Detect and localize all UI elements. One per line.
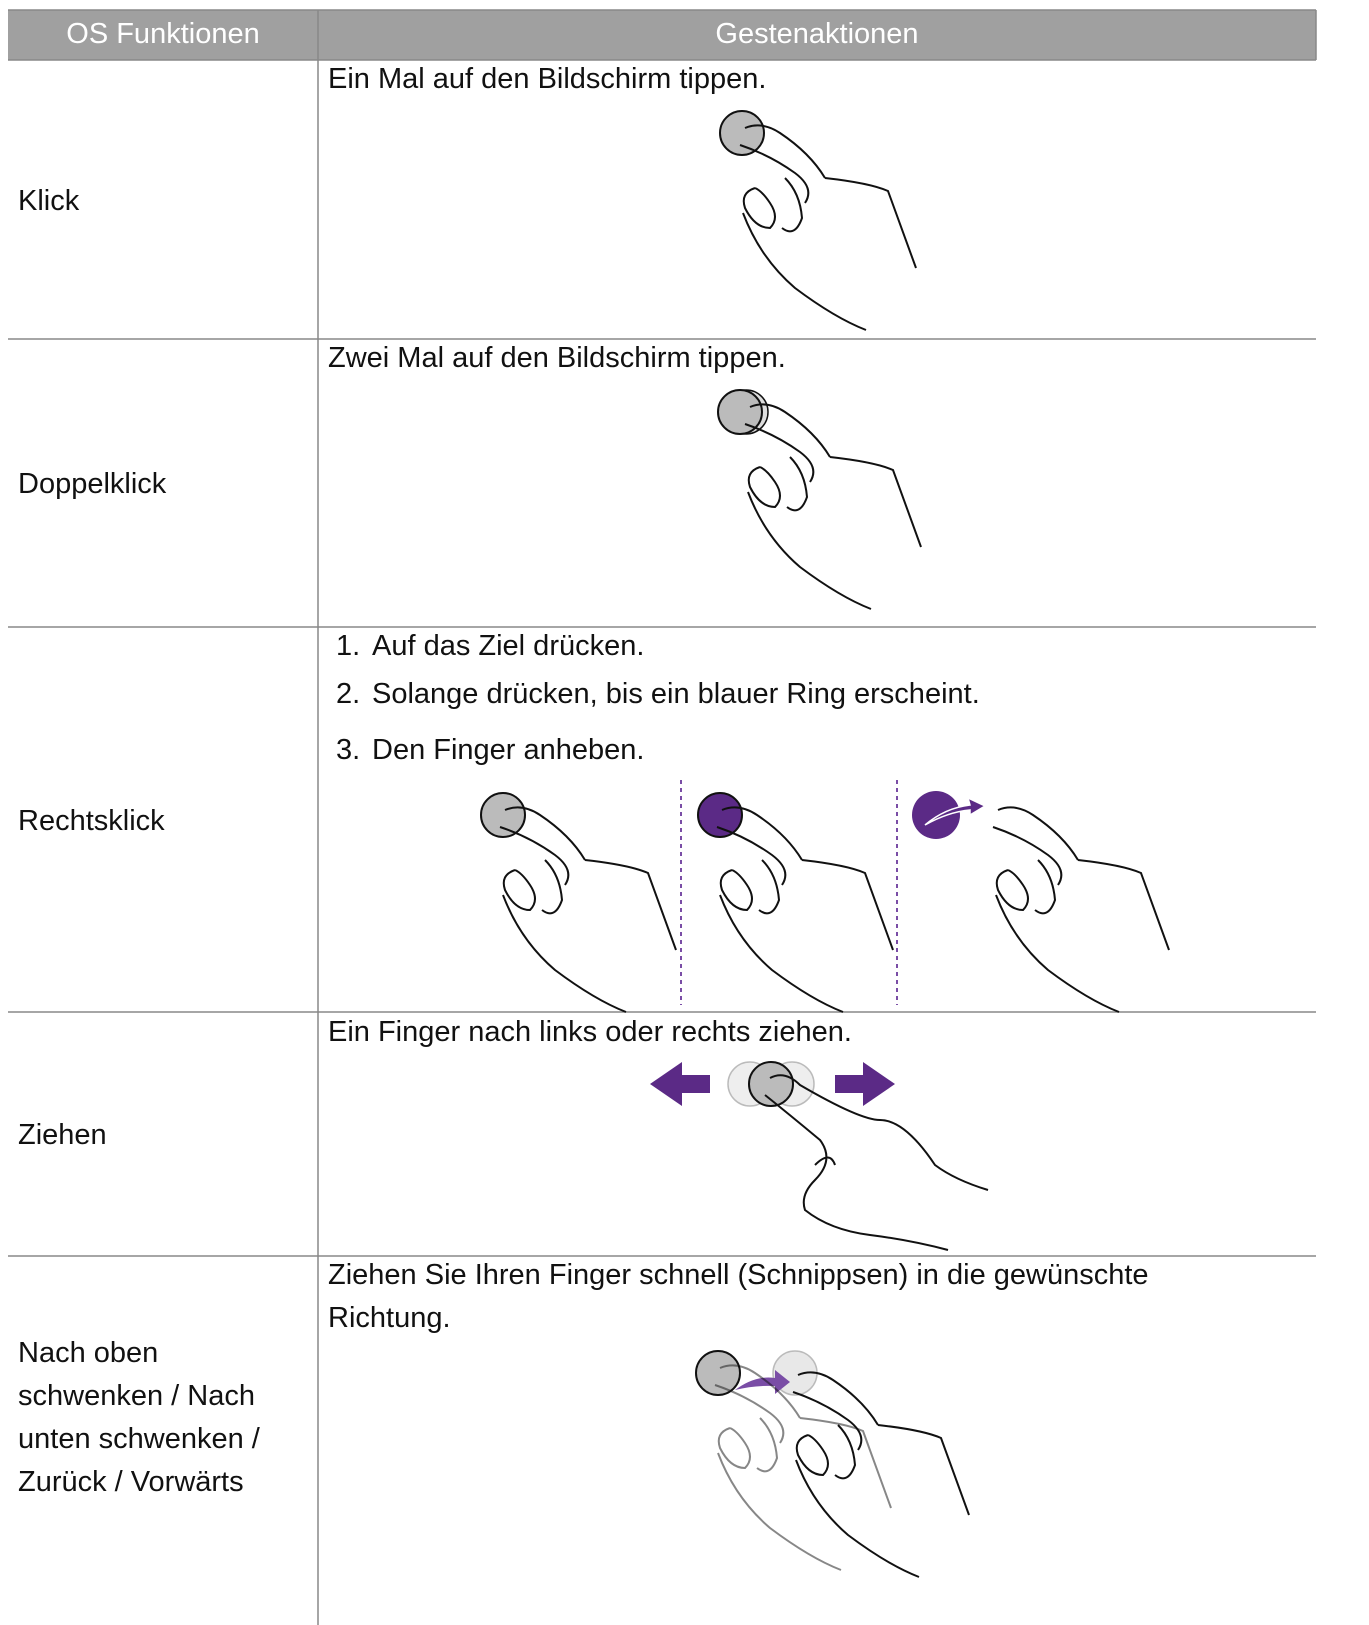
action-text: Zwei Mal auf den Bildschirm tippen. xyxy=(328,342,786,374)
action-text: Ein Finger nach links oder rechts ziehen… xyxy=(328,1016,852,1048)
header-bg xyxy=(8,10,1316,60)
gesture-right-click xyxy=(480,780,1170,1013)
gesture-double-click xyxy=(717,389,922,610)
step-text: Den Finger anheben. xyxy=(372,734,645,766)
gesture-click xyxy=(719,110,917,331)
function-cell: Doppelklick xyxy=(18,468,167,500)
step-text: Auf das Ziel drücken. xyxy=(372,630,645,662)
step-number: 3. xyxy=(336,734,361,766)
step-number: 2. xyxy=(336,678,361,710)
step-number: 1. xyxy=(336,630,361,662)
header-cell: Gestenaktionen xyxy=(715,18,919,50)
gesture-drag xyxy=(650,1061,989,1251)
function-cell: Ziehen xyxy=(18,1119,107,1151)
function-cell: Rechtsklick xyxy=(18,805,165,837)
gesture-flick xyxy=(695,1350,970,1578)
action-text: Ziehen Sie Ihren Finger schnell (Schnipp… xyxy=(328,1259,1149,1334)
header-cell: OS Funktionen xyxy=(66,18,260,50)
function-cell: Nach oben schwenken / Nach unten schwenk… xyxy=(18,1337,260,1498)
function-cell: Klick xyxy=(18,185,80,217)
step-text: Solange drücken, bis ein blauer Ring ers… xyxy=(372,678,980,710)
action-text: Ein Mal auf den Bildschirm tippen. xyxy=(328,63,767,95)
grid xyxy=(8,9,1317,1625)
